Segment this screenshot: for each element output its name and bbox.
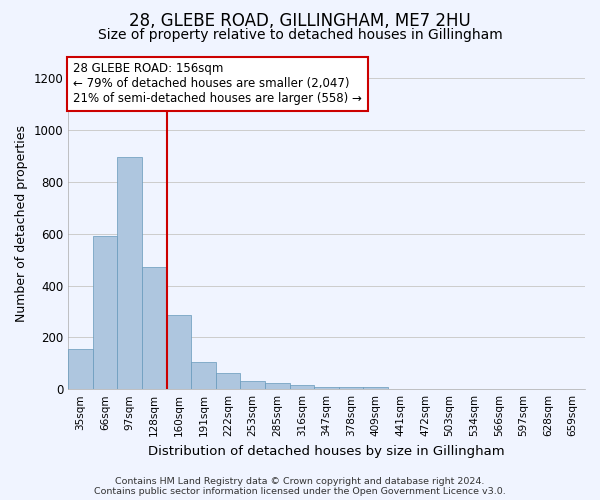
Bar [93,236,118,389]
Text: Contains public sector information licensed under the Open Government Licence v3: Contains public sector information licen… [94,487,506,496]
Y-axis label: Number of detached properties: Number of detached properties [15,125,28,322]
Bar [216,373,241,389]
Bar [364,387,388,389]
Text: 28, GLEBE ROAD, GILLINGHAM, ME7 2HU: 28, GLEBE ROAD, GILLINGHAM, ME7 2HU [129,12,471,30]
Bar [290,386,314,389]
Bar [142,268,167,389]
Bar [68,349,93,389]
Text: Contains HM Land Registry data © Crown copyright and database right 2024.: Contains HM Land Registry data © Crown c… [115,477,485,486]
Text: Size of property relative to detached houses in Gillingham: Size of property relative to detached ho… [98,28,502,42]
Bar [167,316,191,389]
Bar [191,362,216,389]
Bar [314,386,339,389]
Text: 28 GLEBE ROAD: 156sqm
← 79% of detached houses are smaller (2,047)
21% of semi-d: 28 GLEBE ROAD: 156sqm ← 79% of detached … [73,62,362,106]
Bar [118,158,142,389]
Bar [339,386,364,389]
Bar [265,384,290,389]
Bar [241,382,265,389]
X-axis label: Distribution of detached houses by size in Gillingham: Distribution of detached houses by size … [148,444,505,458]
